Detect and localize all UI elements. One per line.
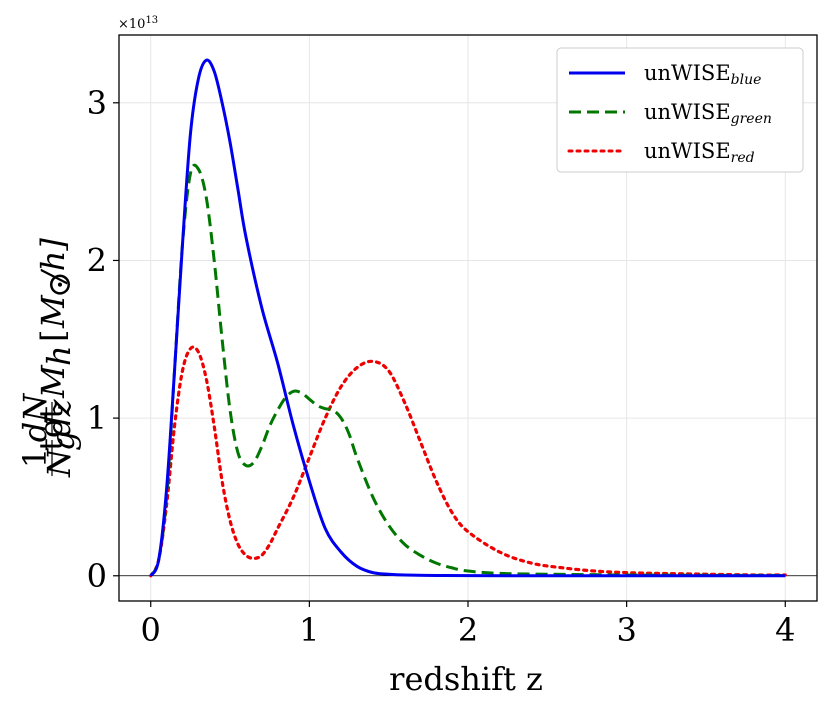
series-line-red — [149, 345, 787, 578]
x-tick-label: 0 — [141, 611, 161, 649]
svg-text:M: M — [34, 294, 72, 329]
legend-label-red: unWISEred — [644, 139, 755, 166]
svg-text:tot: tot — [32, 406, 70, 451]
svg-text:[: [ — [34, 330, 72, 342]
x-tick-label: 4 — [775, 611, 795, 649]
y-tick-label: 0 — [87, 557, 107, 595]
series-line-green — [149, 163, 786, 577]
series-layer — [149, 58, 787, 578]
y-axis-label: 1 N g tot dN dz M h [ M ⊙ /h] — [16, 238, 82, 478]
svg-text:M: M — [34, 364, 72, 399]
y-scale-multiplier: ×1013 — [118, 15, 158, 32]
y-tick-label: 2 — [87, 241, 107, 279]
svg-text:1: 1 — [16, 448, 54, 468]
svg-text:⊙: ⊙ — [40, 271, 78, 298]
legend: unWISEblue unWISEgreen unWISEred — [556, 47, 804, 173]
svg-text:dz: dz — [40, 398, 78, 436]
x-tick-label: 2 — [458, 611, 478, 649]
series-line-blue — [149, 58, 786, 578]
x-axis-label: redshift z — [389, 660, 543, 698]
legend-box — [556, 47, 804, 173]
svg-text:h: h — [40, 345, 78, 366]
x-tick-label: 1 — [299, 611, 319, 649]
y-tick-label: 1 — [87, 399, 107, 437]
y-tick-label: 3 — [87, 84, 107, 122]
x-tick-label: 3 — [616, 611, 636, 649]
svg-text:dN: dN — [16, 393, 54, 442]
legend-label-green: unWISEgreen — [644, 100, 772, 127]
legend-label-blue: unWISEblue — [644, 61, 761, 88]
ticks-layer: 0 1 2 3 4 0 1 2 3 — [87, 84, 796, 649]
svg-text:/h]: /h] — [34, 238, 72, 285]
svg-text:g: g — [44, 431, 82, 451]
svg-text:N: N — [40, 448, 78, 478]
